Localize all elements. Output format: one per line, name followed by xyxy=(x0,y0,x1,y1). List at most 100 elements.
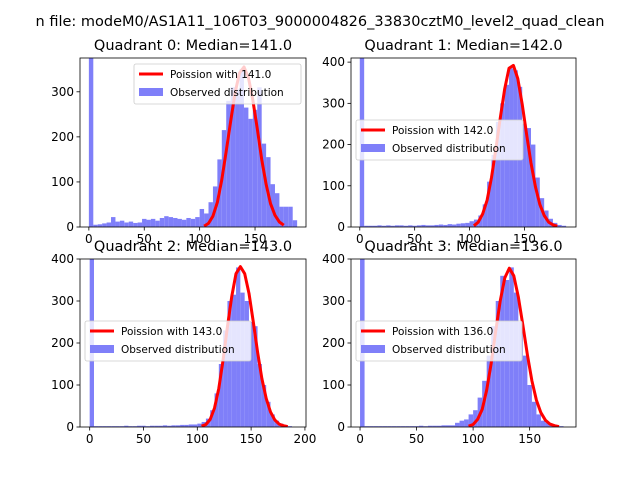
histogram-bar xyxy=(184,424,189,427)
histogram-bar xyxy=(261,385,267,427)
histogram-bar xyxy=(445,425,451,427)
histogram-bar xyxy=(495,121,501,227)
histogram-bar xyxy=(559,426,564,427)
histogram-bar xyxy=(387,426,392,427)
histogram-bar xyxy=(149,425,155,427)
legend-poisson-label: Poission with 141.0 xyxy=(170,69,271,81)
histogram-bar xyxy=(412,225,417,227)
histogram-bar xyxy=(190,218,196,227)
histogram-bar xyxy=(199,208,205,227)
chart-panel-1: 0 50 100 150 0 100 200 300 400 Quadrant 1: Median… xyxy=(322,38,577,246)
histogram-bar xyxy=(396,426,401,427)
histogram-bar xyxy=(137,222,143,227)
histogram-bar xyxy=(214,393,219,427)
legend-poisson-label: Poission with 143.0 xyxy=(121,326,222,338)
histogram-bar xyxy=(128,426,133,427)
chart-title: Quadrant 2: Median=143.0 xyxy=(94,239,292,255)
histogram-bar xyxy=(230,87,236,227)
poisson-line xyxy=(468,266,560,427)
histogram-bar xyxy=(382,426,388,427)
y-tick-label: 0 xyxy=(337,420,345,434)
histogram-bar xyxy=(158,425,163,427)
histogram-bar xyxy=(372,225,378,227)
axes-frame xyxy=(350,57,577,228)
legend: Poission with 142.0 Observed distribution xyxy=(355,119,524,161)
y-tick-label: 300 xyxy=(322,294,345,308)
histogram-bar xyxy=(141,425,146,427)
histogram-bar xyxy=(500,103,505,227)
histogram-bar xyxy=(128,221,134,227)
histogram-bar xyxy=(491,154,496,227)
histogram-bar xyxy=(145,426,150,427)
histogram-bar xyxy=(177,218,182,227)
x-tick-label: 50 xyxy=(137,232,152,246)
histogram-bar xyxy=(193,424,198,427)
histogram-bar xyxy=(409,426,415,427)
legend-box xyxy=(355,320,523,362)
histogram-bar xyxy=(227,301,232,427)
histogram-bar xyxy=(195,217,200,227)
histogram-bar xyxy=(391,426,397,427)
histogram-bar xyxy=(239,69,244,227)
y-tick-label: 200 xyxy=(322,336,345,350)
histogram-bar xyxy=(377,225,382,227)
histogram-bar xyxy=(159,217,165,227)
histogram-bar xyxy=(414,426,419,427)
histogram-bar xyxy=(545,422,550,427)
legend-box xyxy=(355,119,524,161)
histogram-bar xyxy=(451,224,457,227)
histogram-bar xyxy=(218,364,224,427)
x-tick-label: 150 xyxy=(513,232,536,246)
histogram-bar xyxy=(473,410,478,427)
chart-panel-2: 0 50 100 150 200 0 100 200 300 400 Quadrant 2: Med… xyxy=(51,239,316,446)
histogram-bar xyxy=(274,193,280,227)
y-tick-label: 200 xyxy=(51,336,74,350)
histogram-bar xyxy=(226,100,231,227)
x-tick-label: 50 xyxy=(136,432,151,446)
histogram-bar xyxy=(455,422,460,427)
x-tick-label: 150 xyxy=(518,432,541,446)
histogram-bar xyxy=(252,109,258,227)
x-tick-label: 50 xyxy=(409,432,424,446)
histogram-bar xyxy=(167,425,172,427)
legend-observed-swatch xyxy=(361,144,385,152)
histogram-bar xyxy=(132,426,138,427)
histogram-bar xyxy=(244,301,249,427)
histogram-bar xyxy=(430,225,435,227)
histogram-bar xyxy=(381,225,387,227)
histogram-bar xyxy=(98,426,103,427)
histogram-bar xyxy=(540,420,546,427)
histogram-bar xyxy=(154,425,159,427)
histogram-bar xyxy=(390,225,395,227)
histogram-bar xyxy=(257,87,262,227)
histogram-bar xyxy=(175,425,181,427)
legend: Poission with 143.0 Observed distribution xyxy=(84,320,252,362)
histogram-bar xyxy=(287,426,293,427)
y-tick-label: 300 xyxy=(51,294,74,308)
legend-poisson-label: Poission with 142.0 xyxy=(392,125,493,137)
y-tick-label: 100 xyxy=(322,378,345,392)
y-tick-label: 0 xyxy=(66,420,74,434)
chart-panel-3: 0 50 100 150 0 100 200 300 400 Quadrant 3: Median… xyxy=(322,239,577,446)
y-tick-label: 100 xyxy=(51,175,74,189)
legend-box xyxy=(133,63,302,105)
y-tick-label: 300 xyxy=(51,85,74,99)
x-tick-label: 0 xyxy=(86,432,94,446)
figure-suptitle: n file: modeM0/AS1A11_106T03_9000004826_… xyxy=(36,14,605,30)
x-tick-label: 100 xyxy=(188,232,211,246)
histogram-bar xyxy=(432,425,437,427)
histogram-bar xyxy=(142,218,147,227)
histogram-bar xyxy=(416,225,422,227)
histogram-bar xyxy=(434,224,439,227)
histogram-bar xyxy=(253,326,258,427)
histogram-bar xyxy=(208,202,213,227)
histogram-bar xyxy=(181,219,187,227)
histogram-bar xyxy=(111,426,116,427)
histogram-bar xyxy=(405,426,410,427)
y-tick-label: 100 xyxy=(322,179,345,193)
histogram-bar xyxy=(443,224,448,227)
histogram-bar xyxy=(155,220,160,227)
histogram-bar xyxy=(469,221,474,227)
histogram-bar xyxy=(221,130,227,227)
